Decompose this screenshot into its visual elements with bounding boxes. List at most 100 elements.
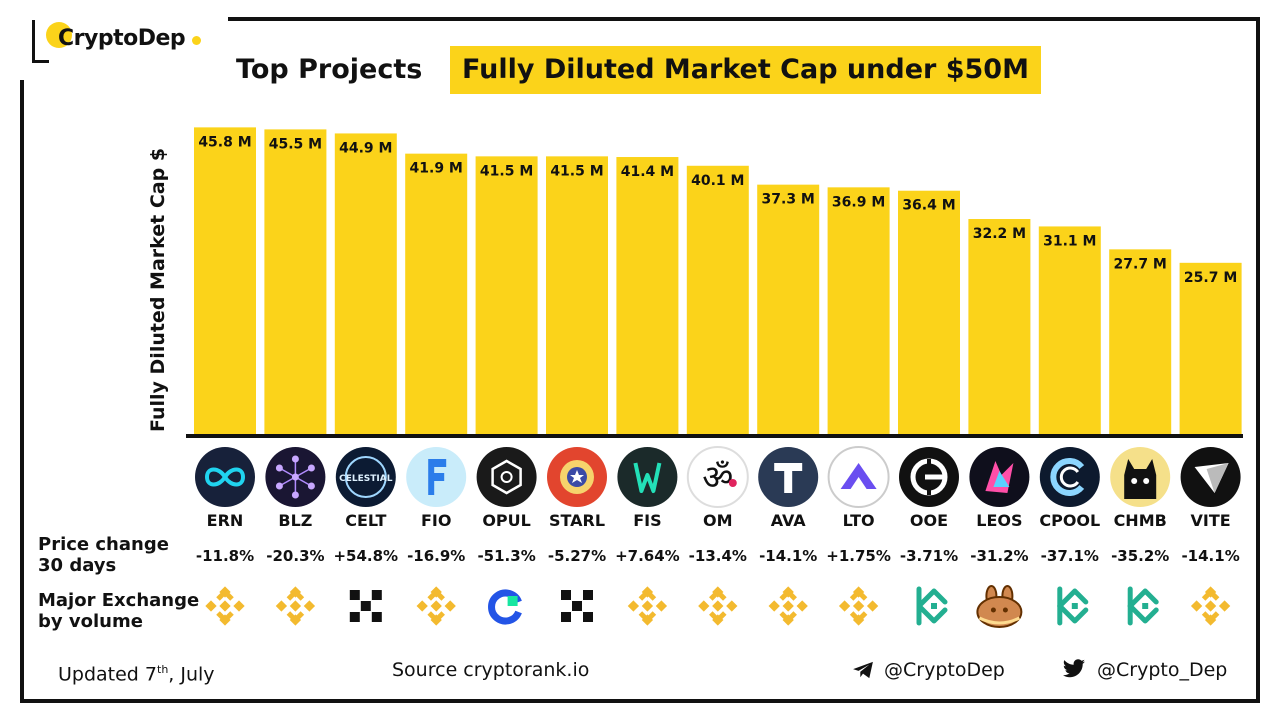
coin-ticker-label: BLZ	[278, 511, 312, 530]
bar-value-label: 31.1 M	[1043, 233, 1096, 249]
price-change-value: -5.27%	[548, 547, 606, 565]
coin-ticker-label: OPUL	[482, 511, 531, 530]
updated-date: Updated 7th, July	[58, 658, 215, 686]
binance-icon	[627, 586, 668, 626]
bar-starl	[546, 156, 608, 436]
celt-icon: CELESTIAL	[335, 447, 396, 507]
bar-value-label: 36.4 M	[902, 198, 955, 214]
okx-icon	[349, 590, 382, 622]
kucoin-icon	[1057, 586, 1089, 626]
bar-chmb	[1109, 249, 1172, 436]
binance-icon	[275, 586, 316, 626]
binance-icon	[416, 586, 456, 626]
kucoin-icon	[916, 586, 948, 626]
bar-value-label: 27.7 M	[1114, 256, 1167, 272]
price-change-value: -14.1%	[1181, 547, 1239, 565]
coin-ticker-label: AVA	[771, 511, 807, 530]
logo-sun-icon	[46, 22, 72, 48]
price-change-value: -51.3%	[477, 547, 535, 565]
fis-icon	[617, 447, 678, 507]
bar-value-label: 41.5 M	[480, 163, 533, 179]
frame-border-right	[1256, 17, 1260, 703]
frame-border-left	[20, 80, 24, 703]
exchange-label-line2: by volume	[38, 611, 143, 632]
binance-icon	[838, 586, 879, 626]
bar-value-label: 45.5 M	[269, 136, 322, 152]
telegram-icon	[853, 661, 873, 679]
okx-icon	[561, 590, 593, 622]
logo-text: CryptoDep	[58, 26, 186, 51]
cryptodep-logo: CryptoDep	[32, 20, 222, 64]
coin-ticker-label: CHMB	[1114, 511, 1167, 530]
price-change-value: -31.2%	[970, 547, 1028, 565]
twitter-icon	[1063, 659, 1085, 678]
binance-icon	[768, 586, 808, 626]
bar-fio	[405, 153, 468, 437]
bar-celt	[334, 133, 397, 436]
gate-icon	[488, 589, 522, 625]
updated-suffix: , July	[168, 663, 215, 686]
coin-ticker-label: STARL	[549, 511, 605, 530]
price-change-label: Price change 30 days	[38, 534, 169, 576]
svg-text:CELESTIAL: CELESTIAL	[339, 474, 393, 484]
twitter-handle[interactable]: @Crypto_Dep	[1097, 659, 1228, 681]
x-axis-line	[186, 434, 1243, 438]
bar-lto	[827, 187, 890, 436]
bar-blz	[264, 129, 327, 436]
exchange-label-line1: Major Exchange	[38, 590, 200, 611]
ern-icon	[195, 447, 255, 507]
binance-icon	[1190, 586, 1231, 626]
pancakeswap-icon	[976, 585, 1023, 628]
bar-value-label: 41.5 M	[550, 163, 603, 179]
bar-ava	[757, 184, 820, 436]
bar-om	[686, 165, 749, 436]
price-change-value: -3.71%	[900, 547, 958, 565]
exchange-label: Major Exchange by volume	[38, 590, 199, 632]
coin-ticker-label: FIO	[421, 511, 451, 530]
price-change-label-line2: 30 days	[38, 555, 117, 576]
bar-ern	[194, 127, 256, 437]
coin-ticker-label: CPOOL	[1039, 511, 1100, 530]
leos-icon	[969, 447, 1030, 507]
bar-value-label: 44.9 M	[339, 140, 392, 156]
price-change-value: -20.3%	[266, 547, 324, 565]
price-change-value: +7.64%	[615, 547, 680, 565]
updated-sup: th	[157, 663, 169, 676]
ooe-icon	[899, 447, 959, 507]
cpool-icon	[1039, 447, 1100, 507]
updated-prefix: Updated 7	[58, 663, 157, 686]
price-change-label-line1: Price change	[38, 534, 169, 555]
bar-value-label: 25.7 M	[1184, 270, 1237, 286]
coin-ticker-label: OM	[703, 511, 733, 530]
bar-vite	[1179, 262, 1242, 436]
ava-icon	[758, 447, 819, 507]
source-text: Source cryptorank.io	[392, 659, 590, 681]
binance-icon	[698, 586, 738, 626]
price-change-value: -14.1%	[759, 547, 817, 565]
logo-bracket	[32, 20, 49, 63]
vite-icon	[1180, 447, 1241, 507]
coin-ticker-label: LTO	[843, 511, 875, 530]
bar-value-label: 36.9 M	[832, 194, 885, 210]
lto-icon	[827, 446, 890, 508]
bar-value-label: 41.4 M	[621, 164, 674, 180]
page-subtitle: Fully Diluted Market Cap under $50M	[450, 46, 1041, 94]
blz-icon	[265, 447, 326, 507]
page-title: Top Projects	[236, 54, 423, 85]
bar-value-label: 41.9 M	[410, 161, 463, 177]
price-change-value: -11.8%	[196, 547, 254, 565]
chmb-icon	[1110, 447, 1171, 507]
bar-fis	[616, 157, 679, 436]
price-change-value: +1.75%	[826, 547, 891, 565]
frame-border-bottom	[20, 699, 1260, 703]
telegram-handle[interactable]: @CryptoDep	[884, 659, 1005, 681]
price-change-value: -35.2%	[1111, 547, 1169, 565]
bar-value-label: 45.8 M	[198, 134, 251, 150]
bar-value-label: 40.1 M	[691, 173, 744, 189]
bar-value-label: 37.3 M	[762, 192, 815, 208]
logo-dot-icon	[192, 36, 201, 45]
kucoin-icon	[1127, 586, 1159, 626]
coin-ticker-label: LEOS	[976, 511, 1022, 530]
fio-icon	[406, 447, 467, 507]
